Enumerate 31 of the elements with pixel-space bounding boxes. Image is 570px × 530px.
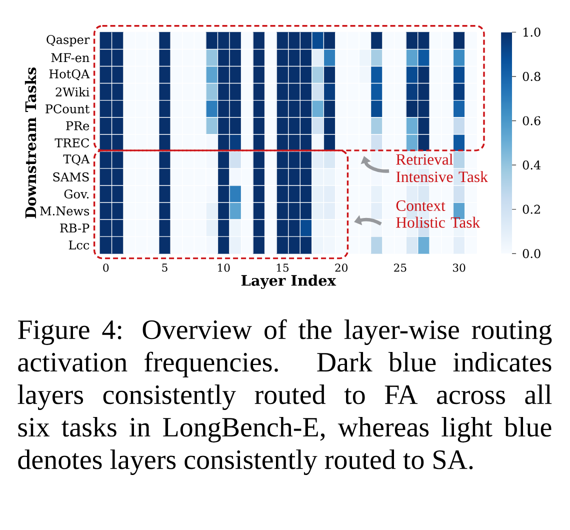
- x-tick-label: 30: [452, 264, 466, 272]
- x-tick-label: 20: [335, 264, 348, 272]
- color-bar-label: 0.4: [522, 160, 541, 170]
- y-tick-label: HotQA: [49, 69, 90, 80]
- y-tick-label: Qasper: [46, 35, 90, 46]
- x-axis-title: Layer Index: [241, 274, 336, 289]
- caption: Figure 4: Overview of the layer-wise routing activation frequencies. Dark blue indicates layers consistently routed to FA across all six tasks in LongBench-E, whereas light blue denotes layers consistently routed to SA.: [18, 319, 552, 475]
- y-axis-title: Downstream Tasks: [24, 68, 36, 218]
- y-tick-label: MF-en: [51, 53, 90, 62]
- y-tick-label: SAMS: [53, 172, 89, 182]
- x-tick-label: 15: [276, 264, 289, 272]
- x-tick-label: 10: [218, 264, 230, 272]
- y-tick-label: TQA: [63, 154, 90, 166]
- y-tick-label: M.News: [40, 206, 90, 216]
- x-tick-label: 5: [162, 264, 168, 272]
- y-tick-label: RB-P: [60, 224, 90, 232]
- color-bar-label: 0.8: [522, 72, 540, 82]
- x-tick-label: 25: [394, 264, 406, 272]
- color-bar-label: 0.0: [522, 249, 540, 258]
- y-tick-label: TREC: [54, 138, 89, 148]
- y-tick-label: 2Wiki: [56, 87, 90, 96]
- y-tick-label: Gov.: [64, 189, 89, 199]
- annotation: Context Holistic Task: [396, 200, 480, 228]
- color-bar-label: 0.6: [522, 116, 540, 126]
- y-tick-label: Lcc: [68, 240, 90, 250]
- color-bar-label: 0.2: [522, 204, 540, 214]
- y-tick-label: PCount: [46, 104, 90, 114]
- x-tick-label: 0: [103, 264, 109, 272]
- y-tick-label: PRe: [66, 121, 90, 130]
- color-bar-label: 1.0: [524, 28, 540, 37]
- annotation: Retrieval Intensive Task: [396, 154, 488, 182]
